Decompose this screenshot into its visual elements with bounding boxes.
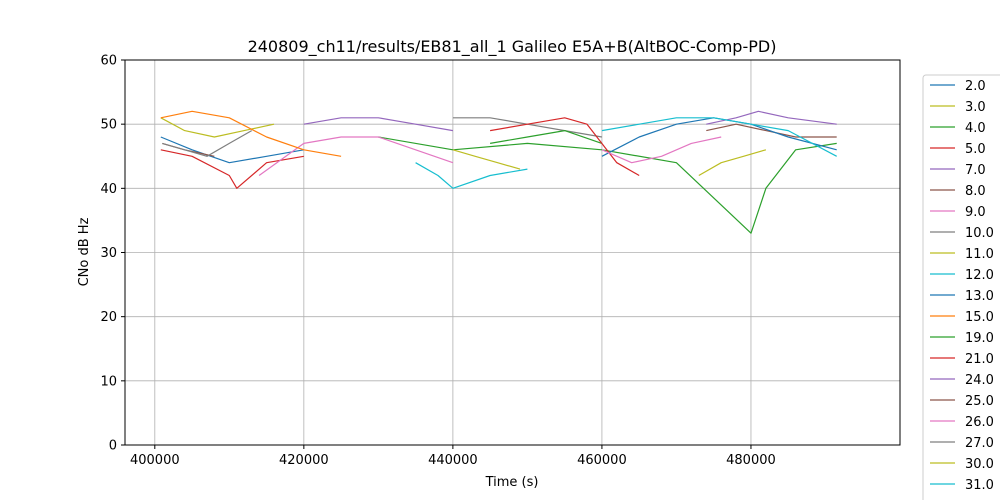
y-tick-label: 20: [100, 310, 117, 325]
x-axis-label: Time (s): [485, 475, 539, 490]
series-line-4.0: [378, 136, 837, 234]
legend-entry: 24.0: [965, 373, 994, 388]
x-tick-label: 420000: [279, 453, 329, 468]
x-tick-label: 400000: [130, 453, 180, 468]
chart-title: 240809_ch11/results/EB81_all_1 Galileo E…: [248, 37, 777, 57]
y-tick-label: 10: [100, 374, 117, 389]
series-line-11.0: [452, 149, 521, 170]
y-tick-label: 50: [100, 118, 117, 133]
series-line-12.0: [415, 162, 528, 189]
x-tick-label: 460000: [577, 453, 627, 468]
legend-entry: 10.0: [965, 226, 994, 241]
series-layer: [160, 110, 837, 234]
legend-entry: 15.0: [965, 310, 994, 325]
series-line-21.0: [489, 117, 640, 177]
legend-entry: 2.0: [965, 79, 986, 94]
series-line-3.0: [160, 117, 275, 138]
series-line-27.0: [162, 130, 252, 157]
y-tick-label: 0: [109, 439, 117, 454]
x-tick-label: 480000: [726, 453, 776, 468]
legend-entry: 11.0: [965, 247, 994, 262]
y-axis: 0 10 20 30 40 50 60: [100, 54, 125, 454]
legend-entry: 31.0: [965, 478, 994, 493]
series-line-5.0: [160, 149, 304, 189]
legend-entry: 13.0: [965, 289, 994, 304]
series-line-8.0: [706, 123, 837, 138]
legend-entry: 21.0: [965, 352, 994, 367]
x-tick-label: 440000: [428, 453, 478, 468]
series-line-19.0: [489, 130, 603, 144]
legend-entry: 8.0: [965, 184, 986, 199]
series-line-2.0: [160, 136, 304, 164]
series-line-26.0: [601, 136, 722, 164]
y-axis-label: CNo dB Hz: [77, 217, 92, 286]
legend-entry: 26.0: [965, 415, 994, 430]
legend-entry: 7.0: [965, 163, 986, 178]
legend-entry: 5.0: [965, 142, 986, 157]
legend-entry: 4.0: [965, 121, 986, 136]
grid: [125, 59, 900, 446]
legend-entry: 19.0: [965, 331, 994, 346]
y-tick-label: 40: [100, 182, 117, 197]
series-line-30.0: [698, 149, 767, 177]
series-line-15.0: [160, 110, 342, 157]
legend-entry: 12.0: [965, 268, 994, 283]
legend-entry: 27.0: [965, 436, 994, 451]
x-axis: 400000 420000 440000 460000 480000: [130, 445, 776, 468]
legend-entry: 9.0: [965, 205, 986, 220]
legend: 2.0 3.0 4.0 5.0 7.0 8.0 9.0 10.0 11.0 12.0 13.0 15.…: [922, 74, 1000, 500]
y-tick-label: 60: [100, 54, 117, 69]
series-line-9.0: [258, 136, 454, 176]
y-tick-label: 30: [100, 246, 117, 261]
series-line-7.0: [303, 117, 454, 132]
legend-entry: 3.0: [965, 100, 986, 115]
legend-frame: [922, 74, 1000, 500]
legend-entry: 25.0: [965, 394, 994, 409]
legend-entry: 30.0: [965, 457, 994, 472]
series-line-31.0: [601, 117, 837, 157]
